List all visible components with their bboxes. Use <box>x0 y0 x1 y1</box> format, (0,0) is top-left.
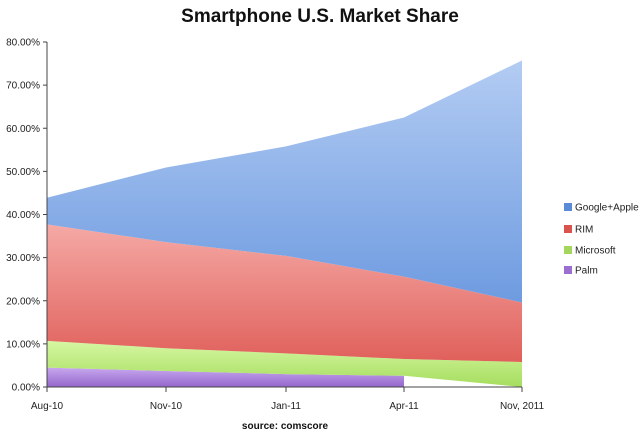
y-tick-label: 50.00% <box>6 167 40 178</box>
area-microsoft <box>47 340 522 387</box>
chart-title: Smartphone U.S. Market Share <box>181 6 459 27</box>
y-axis-ticks: 0.00% 10.00% 20.00% 30.00% 40.00% 50.00% 60.00… <box>6 38 47 394</box>
source-note: source: comscore <box>242 421 329 432</box>
y-tick-label: 40.00% <box>6 210 40 221</box>
y-tick-label: 30.00% <box>6 253 40 264</box>
y-tick-label: 70.00% <box>6 81 40 92</box>
x-tick-label: Apr-11 <box>389 401 419 412</box>
y-tick-label: 60.00% <box>6 124 40 135</box>
area-palm <box>47 367 404 387</box>
legend-swatch <box>564 225 572 233</box>
y-tick-label: 10.00% <box>6 339 40 350</box>
legend-label: Google+Apple <box>575 203 639 214</box>
x-tick-label: Nov-10 <box>150 401 183 412</box>
x-tick-label: Aug-10 <box>31 401 64 412</box>
x-tick-label: Jan-11 <box>271 401 301 412</box>
x-tick-label: Nov, 2011 <box>500 401 545 412</box>
y-tick-label: 80.00% <box>6 38 40 49</box>
legend-label: Palm <box>575 266 598 277</box>
legend-swatch <box>564 246 572 254</box>
area-google-apple <box>47 60 522 303</box>
legend-swatch <box>564 266 572 274</box>
legend: Google+Apple RIM Microsoft Palm <box>564 203 639 277</box>
legend-label: RIM <box>575 225 593 236</box>
y-tick-label: 20.00% <box>6 296 40 307</box>
series-areas <box>47 60 522 387</box>
x-axis-ticks: Aug-10 Nov-10 Jan-11 Apr-11 Nov, 2011 <box>31 387 545 412</box>
area-rim <box>47 224 522 362</box>
legend-label: Microsoft <box>575 246 616 257</box>
legend-swatch <box>564 203 572 211</box>
y-tick-label: 0.00% <box>12 383 40 394</box>
